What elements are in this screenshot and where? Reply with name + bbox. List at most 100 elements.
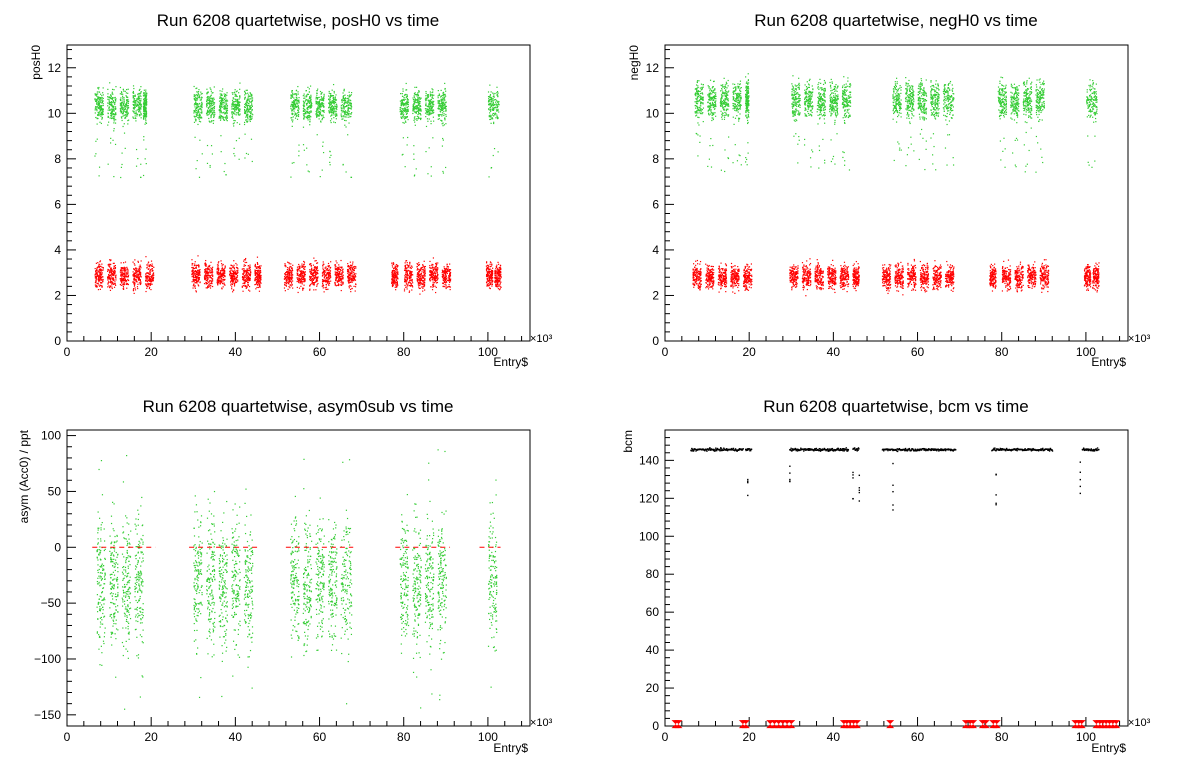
data-point xyxy=(243,268,244,269)
data-point xyxy=(331,118,332,119)
data-point xyxy=(136,100,137,101)
data-point xyxy=(133,93,134,94)
data-point xyxy=(336,118,337,119)
data-point xyxy=(140,265,141,266)
data-point xyxy=(320,91,321,92)
outlier-point xyxy=(207,163,208,164)
data-point xyxy=(200,99,201,100)
outlier-point xyxy=(347,134,348,135)
data-point xyxy=(95,268,96,269)
data-point xyxy=(320,110,321,111)
data-point xyxy=(300,275,301,276)
data-point xyxy=(289,268,290,269)
data-point xyxy=(492,118,493,119)
data-point xyxy=(213,104,214,105)
data-point xyxy=(137,109,138,110)
data-point xyxy=(126,111,127,112)
outlier-point xyxy=(252,161,253,162)
data-point xyxy=(244,122,245,123)
data-point xyxy=(317,266,318,267)
x-tick-label: 20 xyxy=(145,345,159,359)
data-point xyxy=(317,98,318,99)
data-point xyxy=(284,263,285,264)
data-point xyxy=(102,276,103,277)
data-point xyxy=(428,100,429,101)
data-point xyxy=(101,112,102,113)
data-point xyxy=(121,117,122,118)
data-point xyxy=(345,120,346,121)
data-point xyxy=(311,276,312,277)
data-point xyxy=(402,93,403,94)
data-point xyxy=(231,104,232,105)
data-point xyxy=(295,93,296,94)
data-point xyxy=(248,273,249,274)
scatter-band xyxy=(322,261,332,292)
data-point xyxy=(134,263,135,264)
data-point xyxy=(112,279,113,280)
data-point xyxy=(100,106,101,107)
data-point xyxy=(403,112,404,113)
data-point xyxy=(208,114,209,115)
data-point xyxy=(311,268,312,269)
data-point xyxy=(213,98,214,99)
scatter-band xyxy=(204,260,213,289)
data-point xyxy=(194,98,195,99)
data-point xyxy=(112,114,113,115)
data-point xyxy=(313,275,314,276)
data-point xyxy=(332,90,333,91)
data-point xyxy=(310,85,311,86)
data-point xyxy=(146,285,147,286)
data-point xyxy=(108,110,109,111)
data-point xyxy=(302,281,303,282)
data-point xyxy=(124,276,125,277)
data-point xyxy=(419,91,420,92)
data-point xyxy=(128,275,129,276)
data-point xyxy=(139,90,140,91)
data-point xyxy=(329,99,330,100)
outlier-point xyxy=(146,163,147,164)
data-point xyxy=(237,276,238,277)
outlier-point xyxy=(443,172,444,173)
data-point xyxy=(198,277,199,278)
data-point xyxy=(329,91,330,92)
data-point xyxy=(95,117,96,118)
data-point xyxy=(294,114,295,115)
outlier-point xyxy=(224,163,225,164)
data-point xyxy=(441,108,442,109)
data-point xyxy=(103,114,104,115)
data-point xyxy=(103,109,104,110)
data-point xyxy=(250,119,251,120)
data-point xyxy=(214,102,215,103)
data-point xyxy=(309,269,310,270)
data-point xyxy=(114,120,115,121)
data-point xyxy=(206,105,207,106)
data-point xyxy=(285,290,286,291)
data-point xyxy=(347,112,348,113)
data-point xyxy=(284,276,285,277)
data-point xyxy=(491,97,492,98)
data-point xyxy=(125,91,126,92)
data-point xyxy=(290,94,291,95)
data-point xyxy=(207,269,208,270)
data-point xyxy=(497,117,498,118)
data-point xyxy=(322,98,323,99)
data-point xyxy=(134,285,135,286)
data-point xyxy=(316,103,317,104)
data-point xyxy=(249,265,250,266)
data-point xyxy=(235,263,236,264)
data-point xyxy=(230,275,231,276)
data-point xyxy=(408,106,409,107)
data-point xyxy=(257,264,258,265)
data-point xyxy=(144,95,145,96)
data-point xyxy=(128,103,129,104)
data-point xyxy=(204,275,205,276)
data-point xyxy=(196,273,197,274)
data-point xyxy=(291,272,292,273)
data-point xyxy=(341,107,342,108)
data-point xyxy=(495,102,496,103)
data-point xyxy=(420,98,421,99)
y-axis-label: posH0 xyxy=(29,45,43,80)
data-point xyxy=(286,281,287,282)
data-point xyxy=(101,107,102,108)
data-point xyxy=(143,118,144,119)
